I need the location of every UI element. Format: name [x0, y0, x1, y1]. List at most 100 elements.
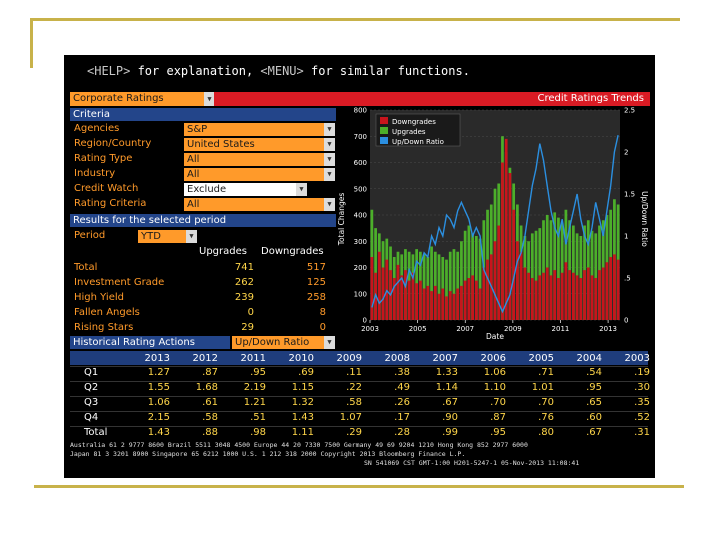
year-header[interactable]: 2007 [432, 353, 458, 364]
agencies-field[interactable]: S&P [184, 123, 324, 136]
upgrades-bar [553, 212, 557, 320]
y2-tick-label: 2.5 [624, 107, 635, 115]
downgrades-bar [523, 267, 527, 320]
downgrades-bar [549, 275, 553, 320]
downgrades-bar [497, 225, 501, 320]
upgrades-bar [530, 233, 534, 320]
footer-line-2: Japan 81 3 3201 8900 Singapore 65 6212 1… [70, 450, 466, 458]
downgrades-bar [571, 272, 575, 320]
x-tick-label: 2005 [409, 325, 427, 333]
downgrades-bar [560, 272, 564, 320]
industry-field[interactable]: All [184, 168, 324, 181]
downgrades-bar [579, 278, 583, 320]
upgrades-bar [594, 233, 598, 320]
rating-criteria-field[interactable]: All [184, 198, 324, 211]
year-header[interactable]: 2010 [288, 353, 314, 364]
table-row-label: Q4 [84, 412, 99, 423]
downgrades-bar [392, 278, 396, 320]
y-tick-label: 800 [354, 107, 367, 115]
chevron-down-icon[interactable]: ▼ [324, 168, 335, 181]
help-key[interactable]: <HELP> [87, 64, 131, 78]
legend-label-ratio: Up/Down Ratio [392, 138, 444, 146]
downgrades-value: 125 [306, 277, 326, 288]
chevron-down-icon[interactable]: ▼ [324, 138, 335, 151]
historical-metric-field[interactable]: Up/Down Ratio [232, 336, 324, 349]
downgrades-bar [478, 288, 482, 320]
y-tick-label: 200 [354, 264, 367, 272]
year-header[interactable]: 2003 [624, 353, 650, 364]
criteria-label-industry: Industry [74, 168, 116, 179]
y2-axis-label: Up/Down Ratio [640, 191, 649, 247]
upgrades-bar [460, 241, 463, 320]
period-label: Period [74, 230, 106, 241]
y2-tick-label: 2 [624, 149, 628, 157]
table-cell: 1.06 [147, 397, 170, 408]
ratings-type-dropdown[interactable]: Corporate Ratings [70, 92, 219, 106]
table-cell: .70 [538, 397, 554, 408]
chevron-down-icon[interactable]: ▼ [296, 183, 307, 196]
criteria-label-credit-watch: Credit Watch [74, 183, 139, 194]
upgrades-bar [557, 217, 560, 320]
downgrades-bar [542, 272, 545, 320]
downgrades-bar [407, 280, 411, 320]
footer-line-3: SN 541069 CST GMT-1:00 H201-5247-1 05-No… [364, 459, 580, 467]
chevron-down-icon[interactable]: ▼ [324, 336, 335, 349]
upgrades-bar [478, 238, 482, 320]
downgrades-bar [534, 280, 538, 320]
downgrades-bar [601, 267, 605, 320]
downgrades-bar [564, 262, 568, 320]
table-cell: .88 [202, 427, 218, 438]
year-header[interactable]: 2012 [192, 353, 218, 364]
table-cell: .28 [394, 427, 410, 438]
table-cell: .49 [394, 382, 410, 393]
table-cell: 1.14 [435, 382, 458, 393]
downgrades-value: 258 [306, 292, 326, 303]
table-cell: 1.32 [291, 397, 314, 408]
upgrades-bar [467, 225, 471, 320]
chevron-down-icon[interactable]: ▼ [324, 153, 335, 166]
downgrades-bar [452, 293, 456, 320]
chevron-down-icon[interactable]: ▼ [204, 92, 215, 106]
menu-key[interactable]: <MENU> [260, 64, 304, 78]
rating-type-field[interactable]: All [184, 153, 324, 166]
x-tick-label: 2013 [599, 325, 617, 333]
upgrades-value: 262 [234, 277, 254, 288]
upgrades-bar [560, 222, 564, 320]
legend-swatch-ratio [380, 137, 388, 144]
downgrades-bar [441, 288, 445, 320]
upgrades-bar [549, 220, 553, 320]
table-row-label: Total [84, 427, 108, 438]
upgrades-value: 0 [247, 307, 254, 318]
downgrades-bar [598, 270, 601, 320]
year-header[interactable]: 2006 [480, 353, 506, 364]
table-cell: 1.68 [195, 382, 218, 393]
year-header[interactable]: 2009 [336, 353, 362, 364]
menu-text: for similar functions. [303, 64, 470, 78]
chevron-down-icon[interactable]: ▼ [324, 198, 335, 211]
period-field[interactable]: YTD [138, 230, 186, 243]
table-cell: 2.15 [147, 412, 170, 423]
chevron-down-icon[interactable]: ▼ [324, 123, 335, 136]
criteria-label-region: Region/Country [74, 138, 152, 149]
credit-ratings-chart: 0 100 200 300 400 500 600 700 800 0 .5 1 1.5 2 2.5 2003… [337, 107, 649, 342]
year-header[interactable]: 2008 [384, 353, 410, 364]
table-cell: 1.10 [483, 382, 506, 393]
credit-watch-field[interactable]: Exclude [184, 183, 296, 196]
year-header[interactable]: 2013 [144, 353, 170, 364]
table-row-label: Q1 [84, 367, 99, 378]
upgrades-bar [452, 249, 456, 320]
year-header[interactable]: 2005 [528, 353, 554, 364]
downgrades-bar [557, 278, 560, 320]
downgrades-bar [486, 259, 489, 320]
downgrades-bar [482, 267, 486, 320]
year-header[interactable]: 2011 [240, 353, 266, 364]
chevron-down-icon[interactable]: ▼ [186, 230, 197, 243]
table-cell: .67 [586, 427, 602, 438]
upgrades-bar [538, 228, 542, 320]
downgrades-bar [594, 278, 598, 320]
region-field[interactable]: United States [184, 138, 324, 151]
table-cell: .58 [202, 412, 218, 423]
year-header[interactable]: 2004 [576, 353, 602, 364]
table-row-divider [70, 426, 648, 427]
downgrades-bar [613, 254, 616, 320]
